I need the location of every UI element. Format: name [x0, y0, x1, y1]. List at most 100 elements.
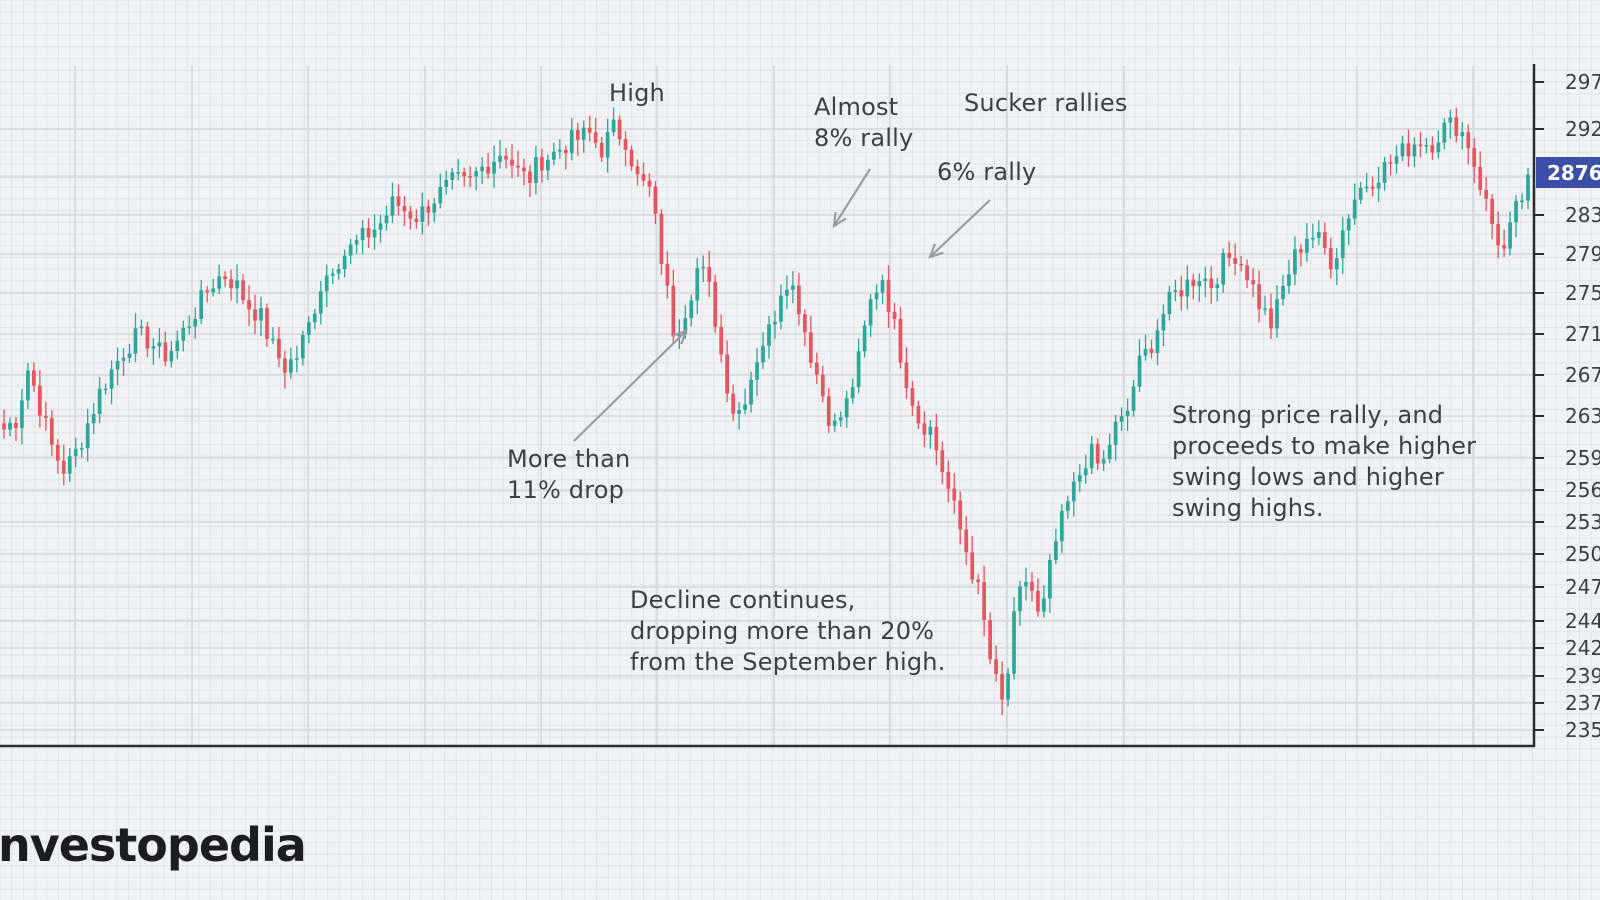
y-tick-label: 263 — [1565, 404, 1600, 428]
candle-body — [1466, 132, 1471, 149]
y-tick-label: 256 — [1565, 478, 1600, 502]
candle-down — [414, 209, 419, 229]
candle-body — [151, 346, 156, 349]
investopedia-logo: nvestopedia — [0, 818, 307, 872]
candle-body — [617, 119, 622, 140]
candle-up — [581, 120, 586, 153]
candle-body — [14, 422, 18, 428]
candle-up — [1161, 304, 1166, 347]
candle-body — [599, 142, 604, 158]
y-tick-label: 297 — [1565, 70, 1600, 94]
candle-body — [277, 338, 281, 359]
candle-up — [749, 371, 753, 413]
candle-body — [474, 171, 478, 177]
candle-body — [767, 324, 771, 346]
candle-body — [20, 400, 24, 428]
candle-body — [546, 159, 550, 171]
candle-up — [1006, 668, 1010, 707]
candle-up — [761, 332, 765, 370]
candle-body — [1281, 285, 1285, 300]
candle-up — [1346, 213, 1351, 245]
candle-up — [689, 294, 694, 327]
candle-body — [1101, 459, 1106, 464]
candle-up — [432, 197, 437, 223]
candle-down — [1233, 243, 1238, 276]
candle-body — [73, 448, 78, 457]
candle-up — [1215, 278, 1220, 302]
candle-down — [826, 387, 831, 434]
candle-body — [1149, 349, 1154, 353]
candle-up — [450, 168, 455, 190]
candle-down — [970, 535, 975, 584]
candle-body — [838, 417, 843, 421]
candle-body — [707, 266, 712, 282]
candle-body — [569, 130, 574, 154]
candle-body — [372, 229, 377, 238]
arrow-8-rally — [832, 168, 871, 229]
candle-body — [1036, 590, 1040, 612]
y-tick-label: 237 — [1565, 691, 1600, 715]
candle-body — [731, 393, 735, 414]
candle-up — [348, 238, 353, 264]
candle-body — [1448, 117, 1453, 123]
candle-up — [20, 388, 24, 445]
candle-body — [247, 300, 251, 310]
candle-up — [1077, 464, 1082, 493]
candle-body — [528, 171, 532, 183]
candle-up — [1113, 414, 1118, 461]
candle-down — [629, 145, 634, 171]
candle-down — [1430, 136, 1435, 160]
candle-down — [994, 645, 998, 682]
candle-body — [1436, 142, 1441, 153]
candle-body — [516, 165, 520, 168]
candle-up — [1173, 279, 1178, 302]
candle-body — [1131, 386, 1136, 411]
candle-up — [1382, 156, 1387, 191]
candle-body — [701, 266, 706, 269]
candle-body — [103, 388, 108, 391]
candle-body — [492, 161, 496, 174]
candle-up — [1376, 166, 1381, 203]
candle-body — [671, 285, 676, 337]
candle-body — [1406, 143, 1411, 157]
candle-down — [976, 574, 981, 595]
y-tick-label: 283 — [1565, 203, 1600, 227]
candle-down — [593, 117, 598, 149]
candle-body — [958, 500, 963, 530]
candle-body — [205, 290, 210, 293]
candle-body — [1251, 280, 1255, 285]
candle-down — [898, 306, 903, 369]
candle-body — [1520, 200, 1524, 203]
candle-up — [175, 330, 180, 360]
candle-up — [551, 142, 556, 166]
candle-body — [187, 326, 192, 329]
last-price-tag: 2876 — [1536, 157, 1600, 188]
candle-down — [43, 401, 48, 431]
candle-up — [767, 315, 771, 359]
candle-down — [510, 144, 514, 179]
candle-up — [306, 316, 311, 344]
candle-up — [121, 348, 126, 376]
candle-up — [1340, 217, 1345, 274]
candle-body — [181, 327, 186, 341]
candle-body — [1143, 349, 1148, 356]
candle-up — [743, 388, 747, 415]
candle-down — [468, 166, 473, 188]
candle-body — [665, 263, 670, 286]
candle-body — [1257, 284, 1261, 310]
candle-up — [1305, 223, 1309, 262]
candle-down — [145, 321, 150, 358]
candle-up — [773, 310, 777, 339]
candle-body — [235, 280, 239, 289]
candle-body — [970, 552, 975, 580]
candle-up — [701, 255, 706, 283]
candle-down — [617, 115, 622, 146]
candle-up — [26, 362, 30, 409]
candle-body — [820, 374, 825, 397]
candle-down — [277, 326, 281, 368]
candle-down — [1095, 438, 1100, 470]
candle-body — [1400, 143, 1405, 157]
candle-up — [151, 337, 156, 365]
annotation-strong-rally: Strong price rally, and proceeds to make… — [1172, 401, 1477, 522]
candle-body — [1030, 581, 1034, 591]
